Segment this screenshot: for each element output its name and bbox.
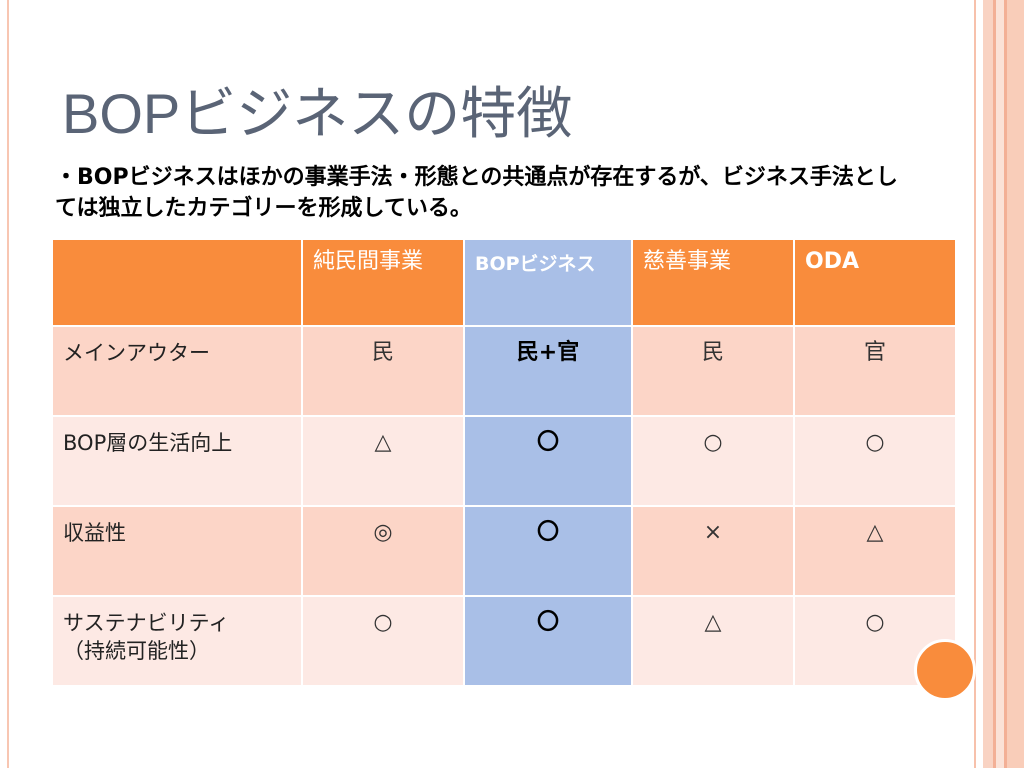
header-cell-oda: ODA [795,240,955,325]
right-stripe-decoration [974,0,1024,768]
table-cell: ○ [303,597,463,685]
orange-circle-decoration [914,639,976,701]
row-label: メインアウター [53,327,301,415]
header-cell-bop-business: BOPビジネス [465,240,631,325]
slide-title: BOPビジネスの特徴 [62,82,573,145]
table-cell: 民 [633,327,793,415]
table-cell: △ [303,417,463,505]
body-text-line: ・BOPビジネスはほかの事業手法・形態との共通点が存在するが、ビジネス手法とし [55,165,898,190]
table-cell: ○ [633,417,793,505]
table-cell: △ [795,507,955,595]
table-cell: × [633,507,793,595]
table-cell: ◎ [303,507,463,595]
header-cell-charity: 慈善事業 [633,240,793,325]
table-cell: ○ [795,597,955,685]
table-cell: △ [633,597,793,685]
table-cell: 〇 [465,597,631,685]
table-cell: 民 [303,327,463,415]
body-text-line: ては独立したカテゴリーを形成している。 [55,196,472,221]
table-cell: 〇 [465,507,631,595]
comparison-table: 純民間事業 BOPビジネス 慈善事業 ODA メインアウター 民 民+官 民 官… [53,240,955,685]
row-label: BOP層の生活向上 [53,417,301,505]
header-cell-private-business: 純民間事業 [303,240,463,325]
header-cell-empty [53,240,301,325]
row-label: 収益性 [53,507,301,595]
row-label: サステナビリティ （持続可能性） [53,597,301,685]
body-text: ・BOPビジネスはほかの事業手法・形態との共通点が存在するが、ビジネス手法とし … [55,162,955,224]
table-cell: 〇 [465,417,631,505]
table-cell: 民+官 [465,327,631,415]
left-border-line [7,0,9,768]
table-cell: ○ [795,417,955,505]
table-cell: 官 [795,327,955,415]
